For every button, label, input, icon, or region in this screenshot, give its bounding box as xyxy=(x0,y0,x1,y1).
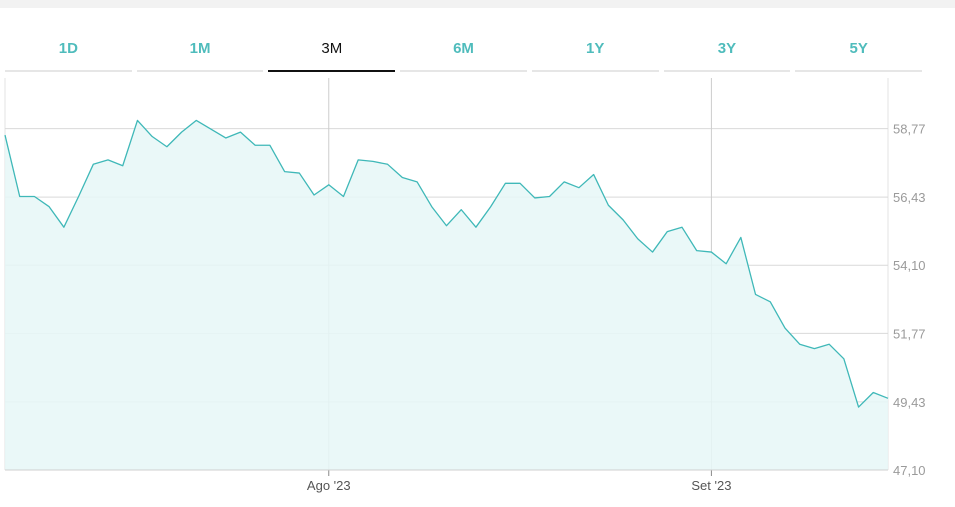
y-tick-label: 54,10 xyxy=(893,258,926,273)
price-area-fill xyxy=(5,120,888,471)
tab-1y[interactable]: 1Y xyxy=(531,34,659,72)
y-tick-label: 56,43 xyxy=(893,190,926,205)
price-chart: 58,77 56,43 54,10 51,77 49,43 47,10 Ago '23 Set… xyxy=(4,78,926,493)
y-tick-label: 49,43 xyxy=(893,395,926,410)
top-strip xyxy=(0,0,955,8)
tab-6m[interactable]: 6M xyxy=(400,34,527,72)
y-tick-label: 47,10 xyxy=(893,463,926,478)
x-tick-label: Ago '23 xyxy=(307,478,351,493)
tab-1m[interactable]: 1M xyxy=(136,34,264,72)
tab-5y[interactable]: 5Y xyxy=(795,34,923,72)
price-line xyxy=(4,119,889,408)
y-tick-label: 58,77 xyxy=(893,122,926,137)
x-tick-label: Set '23 xyxy=(691,478,731,493)
axes: 58,77 56,43 54,10 51,77 49,43 47,10 Ago '23 Set… xyxy=(5,122,926,493)
tab-3y[interactable]: 3Y xyxy=(663,34,791,72)
tab-3m[interactable]: 3M xyxy=(268,34,396,72)
tab-1d[interactable]: 1D xyxy=(5,34,132,72)
timeframe-tabs: 1D 1M 3M 6M 1Y 3Y 5Y xyxy=(5,34,923,74)
y-tick-label: 51,77 xyxy=(893,326,926,341)
